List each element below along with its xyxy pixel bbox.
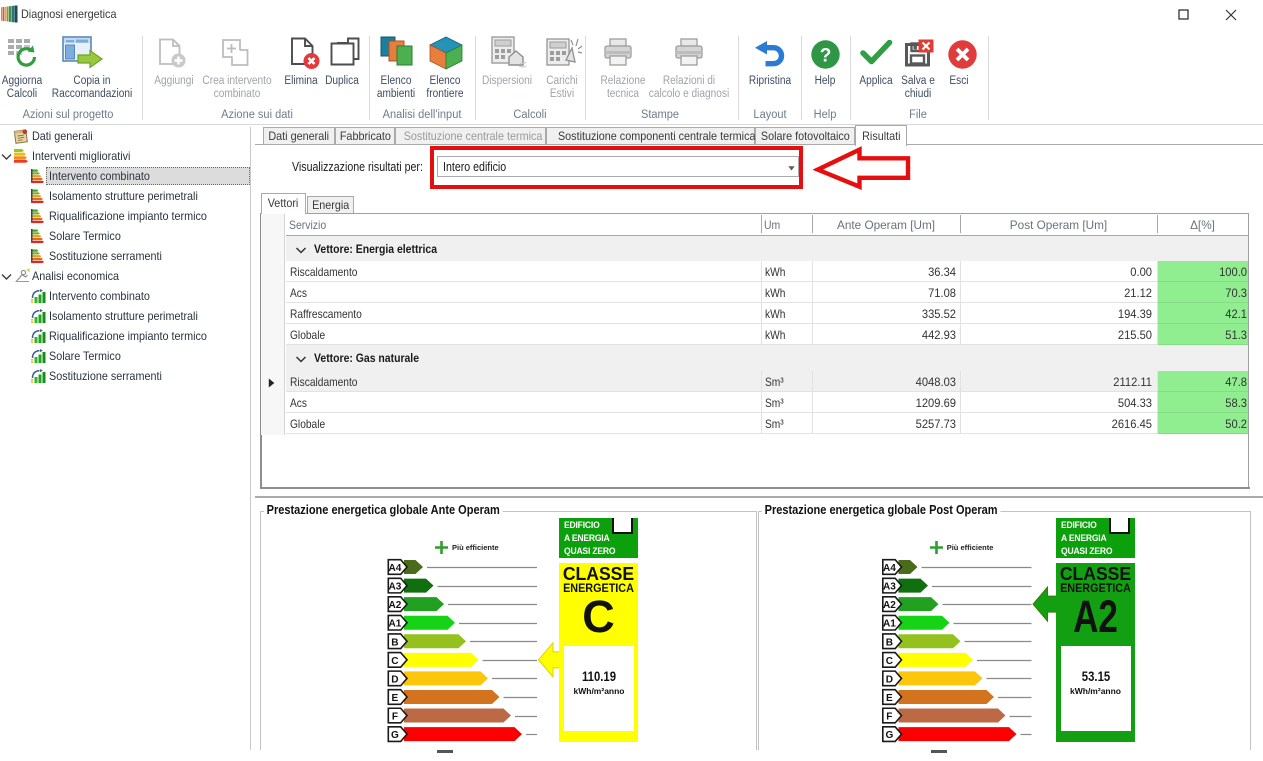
- svg-text:?: ?: [820, 46, 832, 67]
